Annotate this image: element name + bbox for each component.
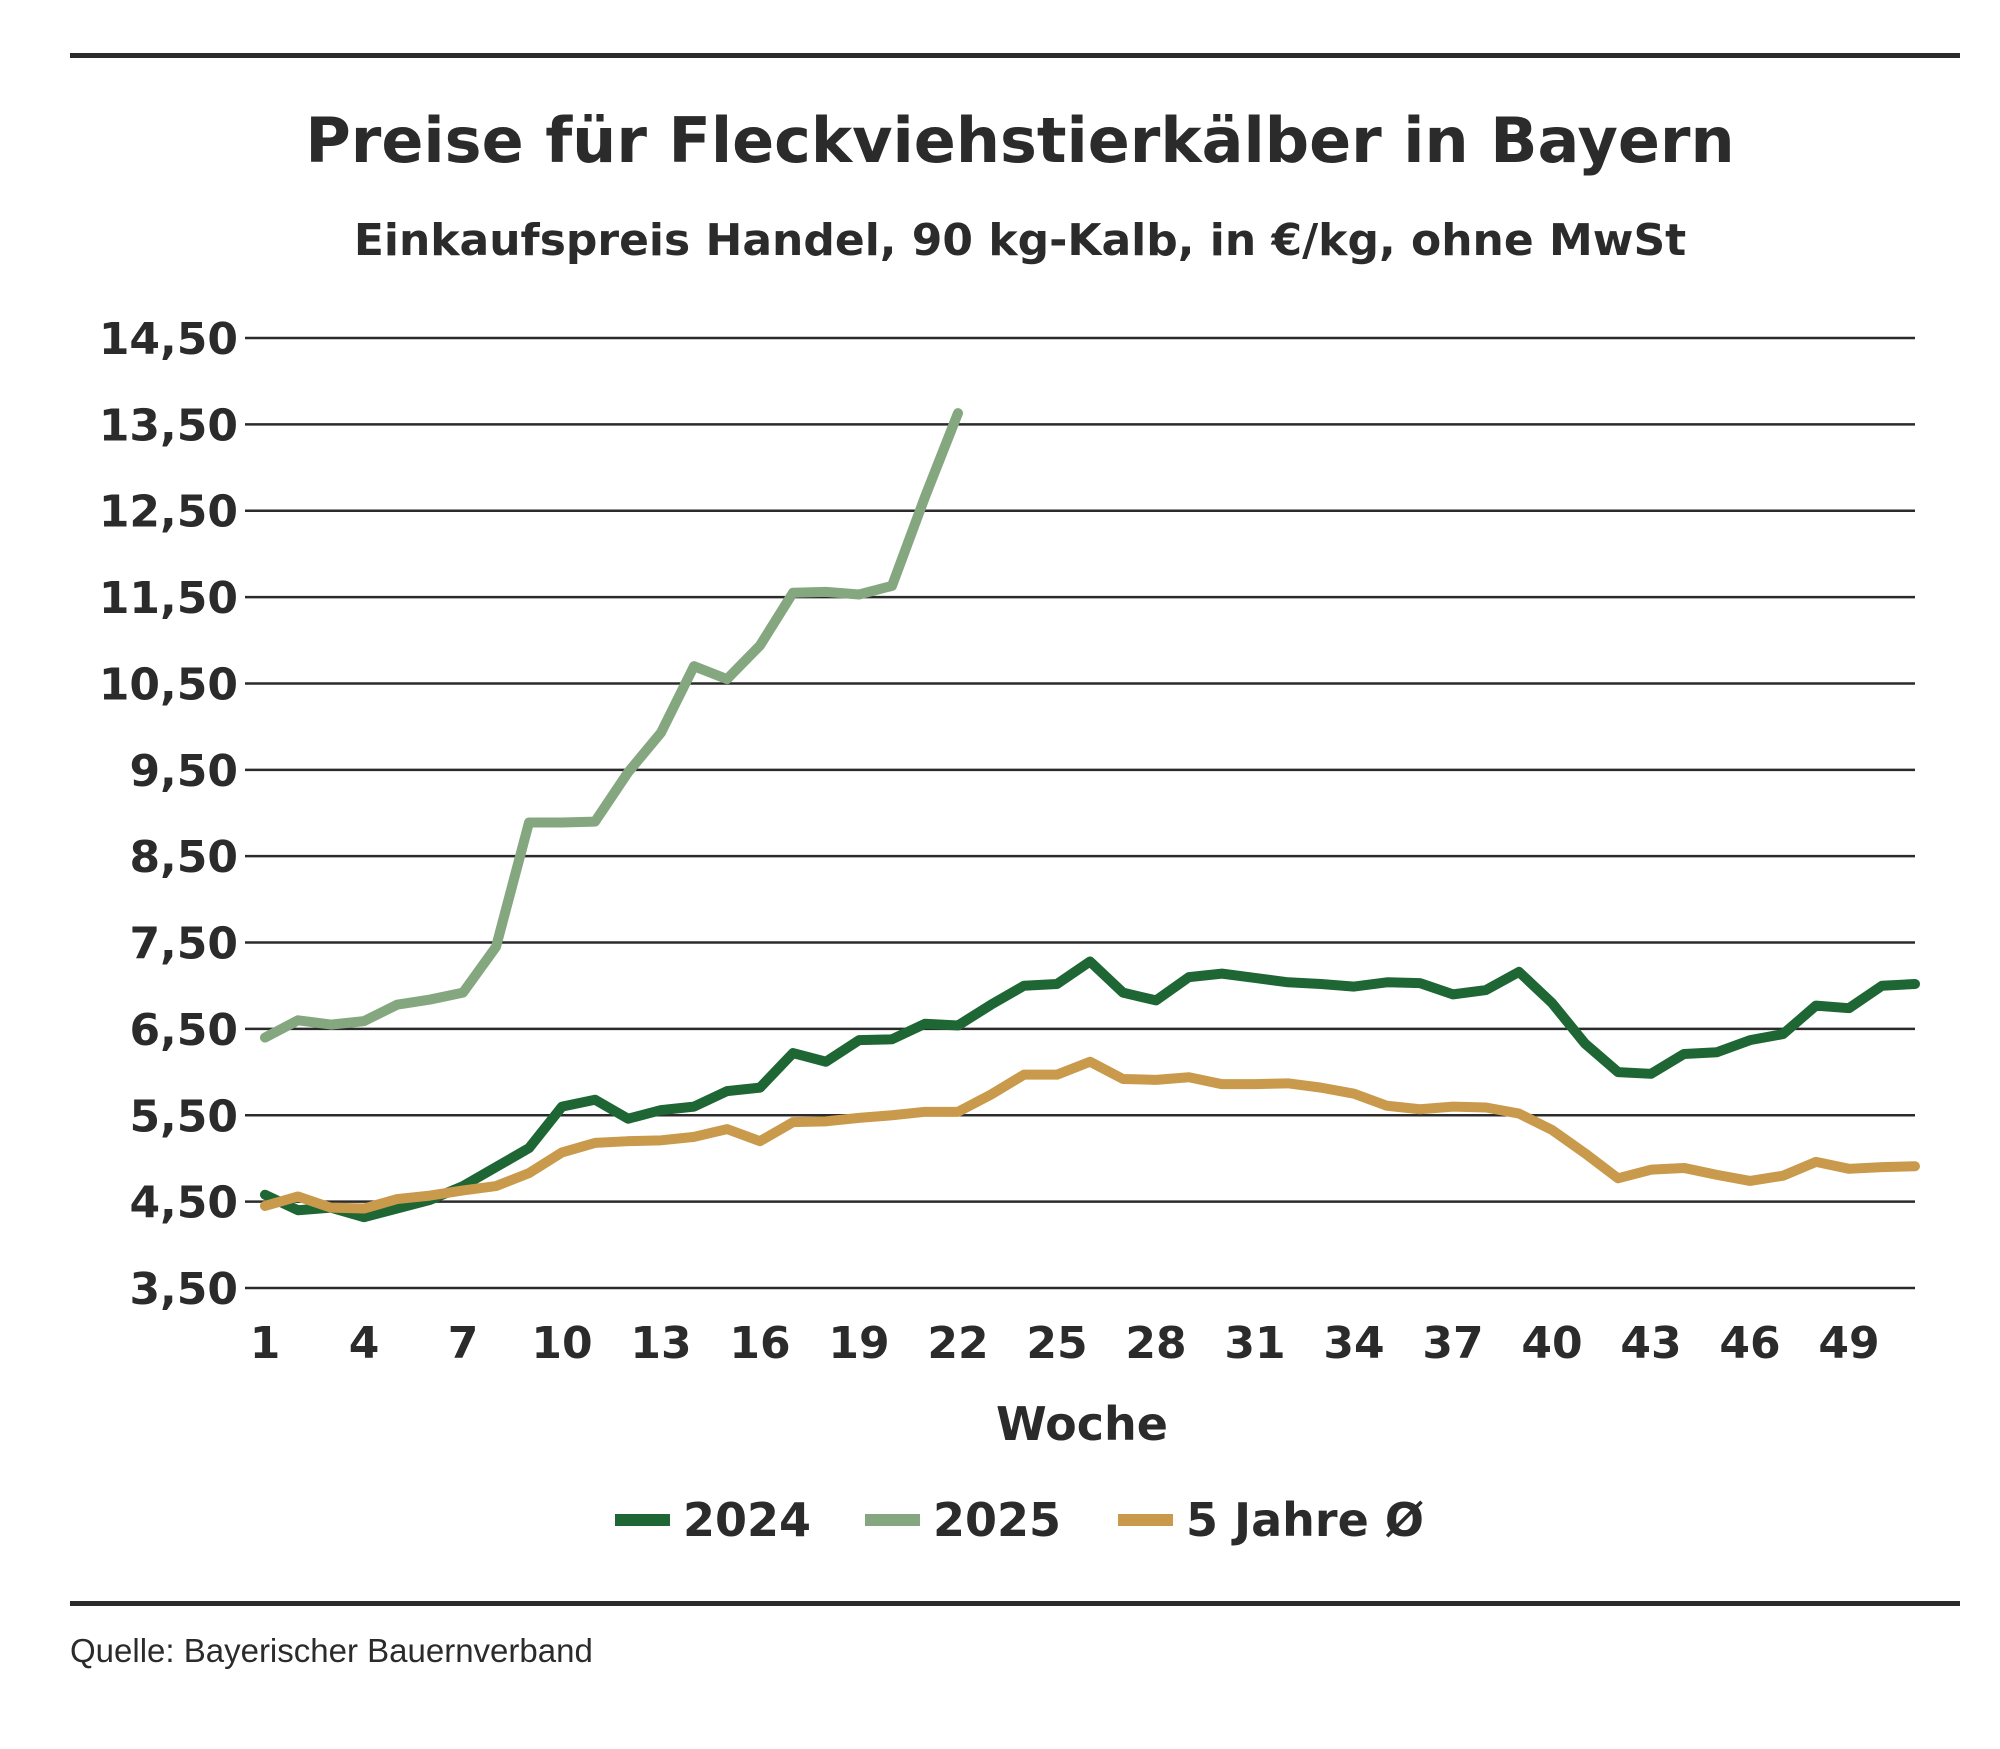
series-line-5-jahre- xyxy=(260,1056,1920,1214)
source-note: Quelle: Bayerischer Bauernverband xyxy=(70,1632,593,1669)
y-tick-label: 9,50 xyxy=(129,746,238,797)
x-tick-label: 46 xyxy=(1719,1318,1780,1369)
legend-label: 5 Jahre Ø xyxy=(1186,1493,1424,1547)
x-tick-label: 4 xyxy=(349,1318,380,1369)
series-line-2024 xyxy=(260,956,1920,1223)
x-tick-label: 49 xyxy=(1818,1318,1879,1369)
top-rule xyxy=(70,53,1960,58)
grid-lines xyxy=(245,336,1915,1290)
x-tick-label: 10 xyxy=(531,1318,592,1369)
legend-label: 2025 xyxy=(933,1493,1061,1547)
y-tick-label: 11,50 xyxy=(99,573,238,624)
y-tick-label: 6,50 xyxy=(129,1005,238,1056)
x-tick-label: 1 xyxy=(250,1318,281,1369)
bottom-rule xyxy=(70,1601,1960,1606)
x-tick-label: 28 xyxy=(1125,1318,1186,1369)
y-tick-label: 13,50 xyxy=(99,400,238,451)
x-tick-label: 19 xyxy=(828,1318,889,1369)
x-tick-label: 37 xyxy=(1422,1318,1483,1369)
chart-title: Preise für Fleckviehstierkälber in Bayer… xyxy=(305,104,1734,177)
series-lines xyxy=(260,408,1920,1223)
x-tick-label: 43 xyxy=(1620,1318,1681,1369)
y-tick-label: 12,50 xyxy=(99,487,238,538)
x-tick-label: 13 xyxy=(630,1318,691,1369)
x-tick-label: 25 xyxy=(1026,1318,1087,1369)
y-tick-label: 3,50 xyxy=(129,1264,238,1315)
x-tick-label: 31 xyxy=(1224,1318,1285,1369)
x-tick-label: 22 xyxy=(927,1318,988,1369)
y-tick-label: 4,50 xyxy=(129,1178,238,1229)
x-tick-label: 16 xyxy=(729,1318,790,1369)
y-tick-label: 5,50 xyxy=(129,1091,238,1142)
y-tick-label: 10,50 xyxy=(99,659,238,710)
x-tick-label: 40 xyxy=(1521,1318,1582,1369)
y-tick-label: 14,50 xyxy=(99,314,238,365)
y-tick-label: 7,50 xyxy=(129,919,238,970)
x-tick-label: 7 xyxy=(448,1318,479,1369)
series-line-2025 xyxy=(260,408,963,1043)
chart-subtitle: Einkaufspreis Handel, 90 kg-Kalb, in €/k… xyxy=(354,215,1686,266)
x-axis-label: Woche xyxy=(996,1397,1168,1451)
x-tick-label: 34 xyxy=(1323,1318,1384,1369)
x-axis-ticks: 1 4 7 10 13 16 19 22 25 28 31 34 37 40 43 46 49 xyxy=(250,1318,1880,1369)
y-tick-label: 8,50 xyxy=(129,832,238,883)
y-axis-ticks: 14,50 13,50 12,50 11,50 10,50 9,50 8,50 7,50 6,5… xyxy=(99,314,238,1315)
legend-label: 2024 xyxy=(683,1493,811,1547)
legend: 2024 2025 5 Jahre Ø xyxy=(615,1493,1424,1547)
